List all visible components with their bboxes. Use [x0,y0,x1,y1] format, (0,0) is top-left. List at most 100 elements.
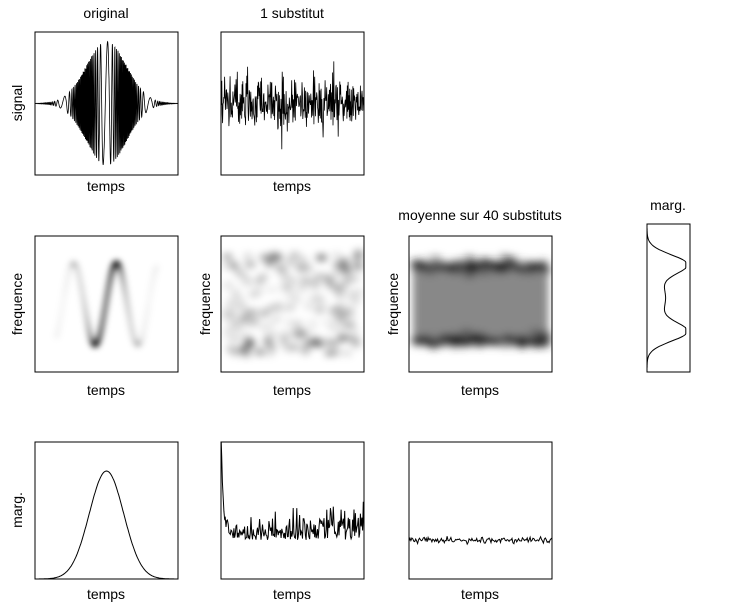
tf-blob [302,265,313,272]
tf-blob [321,319,332,326]
tf-blob [475,260,488,267]
tf-blob [310,284,321,291]
tf-blob [234,296,244,302]
tf-blob [266,286,277,293]
tf-blob [334,283,345,290]
tf-blob [311,277,322,284]
tf-blob [243,289,253,295]
curve [646,224,687,372]
x-label: temps [461,586,499,602]
tf-blob [353,250,364,257]
tf-blob [349,283,359,289]
tf-blob [262,333,273,340]
tf-blob [331,252,342,259]
tf-blob [424,341,437,348]
panel-frame [408,441,553,580]
x-label: temps [273,178,311,194]
tf-blob [348,328,359,335]
tf-blob [223,282,234,289]
curve [221,61,364,150]
panel-frame [34,441,179,580]
panel-title: moyenne sur 40 substituts [398,207,561,223]
tf-blob [505,342,518,349]
tf-blob [249,316,260,323]
tf-blob [445,339,458,346]
curve [221,442,364,541]
tf-blob [531,264,544,271]
curve [35,40,178,166]
tf-blob [460,343,473,350]
panel [35,40,178,166]
tf-blob [342,268,353,275]
tf-blob [290,343,301,350]
tf-blob [226,346,237,353]
tf-blob [237,272,247,278]
tf-blob [327,306,338,313]
panel-frame [646,223,691,373]
panel-frame [220,235,365,373]
panel [73,259,140,349]
x-label: temps [273,382,311,398]
tf-blob [307,336,317,342]
tf-blob [463,272,476,279]
curve [35,470,178,579]
tf-blob [263,339,274,346]
tf-blob [505,263,518,270]
tf-blob [337,325,348,332]
tf-image [409,253,552,351]
tf-blob [255,295,265,301]
tf-blob [537,339,550,346]
tf-blob [335,263,346,270]
tf-blob [409,258,422,265]
tf-blob [512,334,525,341]
panel [35,470,178,579]
tf-blob [292,327,303,334]
tf-blob [465,258,478,265]
y-label: signal [9,85,25,122]
panel [221,250,364,357]
tf-blob [231,350,242,357]
panel-title: 1 substitut [260,5,324,21]
panel-title: marg. [650,197,686,213]
tf-blob [525,335,537,341]
tf-blob [516,343,529,350]
tf-blob [239,312,250,319]
tf-blob [226,302,237,309]
tf-blob [289,252,300,259]
tf-blob [285,319,296,326]
tf-blob [480,338,492,344]
tf-blob [467,266,480,273]
tf-blob [245,339,256,346]
tf-blob [440,333,453,340]
tf-blob [280,293,290,299]
panel [221,442,364,541]
panel [409,535,552,546]
tf-blob [241,350,252,357]
tf-blob [340,277,351,284]
tf-blob [285,304,296,311]
tf-blob [315,304,326,311]
tf-blob [266,344,277,351]
tf-blob [336,297,347,304]
x-label: temps [87,586,125,602]
tf-blob [306,328,317,335]
tf-blob [490,335,503,342]
x-label: temps [461,382,499,398]
tf-blob [241,334,252,341]
panel [221,61,364,150]
tf-blob [353,289,364,296]
tf-blob [221,263,232,270]
tf-blob [228,261,239,268]
tf-blob [350,342,361,349]
panel-frame [220,31,365,176]
tf-blob [248,291,259,298]
x-label: temps [273,586,311,602]
tf-blob [300,278,311,285]
tf-blob [472,340,485,347]
tf-band [413,262,548,346]
tf-blob [311,337,322,344]
tf-blob [340,310,351,317]
tf-blob [454,333,467,340]
tf-blob [341,291,351,297]
tf-blob [335,304,346,311]
